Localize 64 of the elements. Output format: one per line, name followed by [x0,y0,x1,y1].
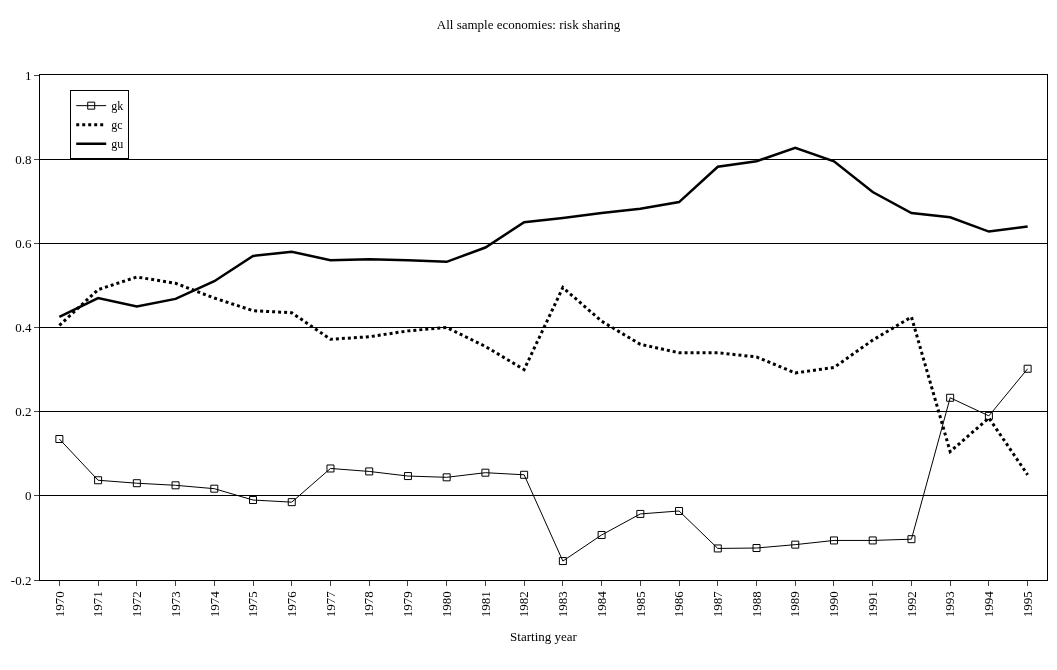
x-tick-label: 1973 [167,591,183,618]
point [403,472,412,481]
x-tick-label: 1985 [632,591,648,618]
y-tick-label: 0.2 [15,404,32,420]
x-tick-label: 1983 [555,591,571,618]
x-tick-label: 1979 [400,591,416,618]
legend-label: gu [111,137,124,152]
point [907,535,916,544]
y-tick-label: 0.4 [15,320,32,336]
x-tick-label: 1971 [90,591,106,618]
legend-label: gk [111,99,124,114]
point [520,470,529,479]
y-tick-label: -0.2 [10,572,32,588]
point [481,468,490,477]
point [946,393,955,402]
x-tick-label: 1992 [903,591,919,618]
x-tick-label: 1977 [322,590,338,618]
chart-title: All sample economies: risk sharing [436,17,621,33]
x-tick-label: 1988 [748,591,764,618]
point [365,467,374,476]
x-tick-label: 1993 [942,591,958,618]
point [868,536,877,545]
x-tick-label: 1987 [710,590,726,618]
point [675,506,684,515]
point [829,536,838,545]
point [1023,364,1032,373]
x-tick-label: 1980 [438,591,454,618]
x-tick-label: 1978 [361,591,377,618]
point [597,530,606,539]
legend-label: gc [111,118,123,133]
point [713,544,722,553]
y-tick-label: 0 [24,488,32,504]
x-tick-label: 1975 [245,591,261,618]
x-tick-label: 1984 [593,590,609,618]
y-tick-label: 1 [24,67,32,83]
y-tick-label: 0.6 [15,235,32,251]
x-tick-label: 1976 [283,590,299,618]
point [171,481,180,490]
point [326,464,335,473]
point [55,435,64,444]
x-tick-label: 1994 [981,590,997,618]
x-tick-label: 1972 [129,591,145,618]
point [287,498,296,507]
x-tick-label: 1995 [1019,591,1035,618]
point [752,544,761,553]
y-tick-label: 0.8 [15,151,32,167]
x-tick-label: 1981 [477,591,493,618]
x-tick-label: 1990 [826,591,842,618]
x-tick-label: 1974 [206,590,222,618]
x-tick-label: 1970 [51,591,67,618]
x-tick-label: 1982 [516,591,532,618]
point [636,509,645,518]
x-axis-title: Starting year [510,628,578,644]
x-tick-label: 1991 [864,591,880,618]
x-tick-label: 1986 [671,590,687,618]
point [210,484,219,493]
point [249,496,258,505]
point [558,557,567,566]
point [442,473,451,482]
point [791,540,800,549]
point [132,479,141,488]
point [94,476,103,485]
x-tick-label: 1989 [787,591,803,618]
point [984,411,993,420]
